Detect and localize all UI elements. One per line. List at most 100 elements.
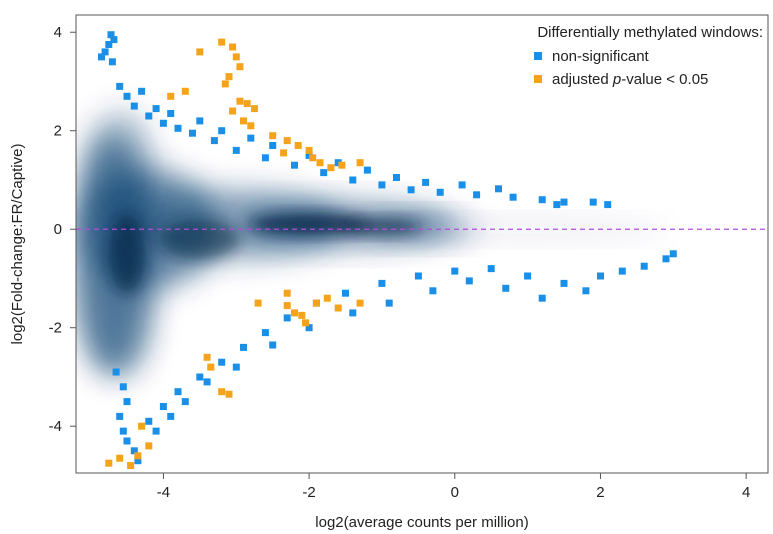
legend-label-nonsignificant: non-significant — [552, 48, 650, 65]
point-nonsignificant — [582, 287, 590, 295]
point-nonsignificant — [618, 267, 626, 275]
point-nonsignificant — [320, 169, 328, 177]
point-significant — [356, 159, 364, 167]
point-significant — [196, 48, 204, 56]
point-significant — [334, 304, 342, 312]
point-significant — [283, 137, 291, 145]
point-significant — [145, 442, 153, 450]
point-nonsignificant — [414, 272, 422, 280]
legend: Differentially methylated windows: non-s… — [534, 24, 763, 88]
y-tick-label: -2 — [49, 320, 62, 337]
point-significant — [134, 452, 142, 460]
point-nonsignificant — [378, 279, 386, 287]
legend-title: Differentially methylated windows: — [537, 24, 763, 41]
density-background — [76, 110, 668, 379]
point-nonsignificant — [451, 267, 459, 275]
point-significant — [218, 388, 226, 396]
point-nonsignificant — [247, 134, 255, 142]
point-nonsignificant — [524, 272, 532, 280]
point-nonsignificant — [196, 117, 204, 125]
point-significant — [327, 164, 335, 172]
point-nonsignificant — [110, 36, 118, 44]
point-nonsignificant — [189, 129, 196, 137]
point-nonsignificant — [283, 314, 291, 322]
point-significant — [243, 100, 251, 108]
point-nonsignificant — [123, 398, 131, 406]
point-nonsignificant — [138, 87, 146, 95]
y-tick-label: 4 — [54, 24, 62, 41]
point-nonsignificant — [305, 324, 313, 332]
point-significant — [254, 299, 262, 307]
point-nonsignificant — [436, 188, 444, 196]
point-significant — [127, 462, 135, 470]
point-nonsignificant — [218, 127, 226, 135]
point-nonsignificant — [604, 201, 612, 209]
point-significant — [203, 353, 211, 361]
point-nonsignificant — [473, 191, 481, 199]
point-nonsignificant — [134, 457, 142, 465]
x-tick-label: -2 — [302, 484, 315, 501]
point-significant — [302, 319, 309, 327]
point-significant — [167, 92, 175, 100]
point-nonsignificant — [107, 31, 115, 39]
point-nonsignificant — [112, 368, 120, 376]
point-nonsignificant — [116, 82, 124, 90]
point-significant — [280, 149, 288, 157]
point-nonsignificant — [174, 388, 182, 396]
legend-label-significant: adjusted p-value < 0.05 — [552, 71, 708, 88]
point-nonsignificant — [291, 161, 298, 169]
point-nonsignificant — [342, 289, 349, 297]
point-significant — [225, 73, 233, 81]
x-tick-label: 0 — [451, 484, 459, 501]
y-axis-label: log2(Fold-change:FR/Captive) — [9, 144, 26, 345]
point-nonsignificant — [210, 137, 218, 145]
point-significant — [207, 363, 215, 371]
point-significant — [218, 38, 226, 46]
point-nonsignificant — [458, 181, 466, 189]
point-significant — [229, 43, 237, 51]
point-nonsignificant — [662, 255, 670, 263]
point-significant — [312, 299, 320, 307]
point-nonsignificant — [123, 92, 131, 100]
point-nonsignificant — [167, 110, 175, 117]
point-nonsignificant — [349, 309, 357, 317]
point-nonsignificant — [174, 124, 182, 132]
point-nonsignificant — [261, 154, 269, 162]
point-significant — [232, 53, 240, 61]
density-core — [341, 218, 422, 235]
point-significant — [240, 117, 247, 125]
point-nonsignificant — [422, 178, 430, 186]
point-nonsignificant — [640, 262, 648, 270]
point-nonsignificant — [502, 284, 510, 292]
point-nonsignificant — [130, 447, 138, 455]
x-axis-label: log2(average counts per million) — [315, 514, 528, 531]
scatter-points — [98, 31, 677, 470]
point-nonsignificant — [152, 105, 160, 113]
density-core — [159, 219, 240, 260]
point-nonsignificant — [553, 201, 561, 209]
point-nonsignificant — [378, 181, 386, 189]
density-blob — [84, 110, 155, 231]
point-nonsignificant — [269, 341, 277, 349]
point-nonsignificant — [429, 287, 437, 295]
point-nonsignificant — [181, 398, 189, 406]
point-significant — [291, 309, 298, 317]
point-significant — [236, 97, 244, 105]
point-significant — [105, 459, 113, 467]
legend-entry-nonsignificant: non-significant — [534, 48, 650, 65]
x-tick-label: -4 — [157, 484, 170, 501]
x-tick-label: 4 — [742, 484, 750, 501]
point-nonsignificant — [393, 174, 400, 181]
density-core — [108, 213, 145, 294]
point-nonsignificant — [538, 294, 546, 302]
point-nonsignificant — [495, 185, 502, 193]
point-nonsignificant — [130, 102, 138, 110]
point-nonsignificant — [98, 53, 105, 61]
point-significant — [323, 294, 331, 302]
point-nonsignificant — [232, 363, 240, 371]
point-significant — [294, 142, 302, 149]
point-nonsignificant — [407, 186, 415, 194]
point-nonsignificant — [261, 329, 269, 337]
legend-swatch-significant — [534, 75, 542, 83]
point-nonsignificant — [597, 272, 604, 280]
